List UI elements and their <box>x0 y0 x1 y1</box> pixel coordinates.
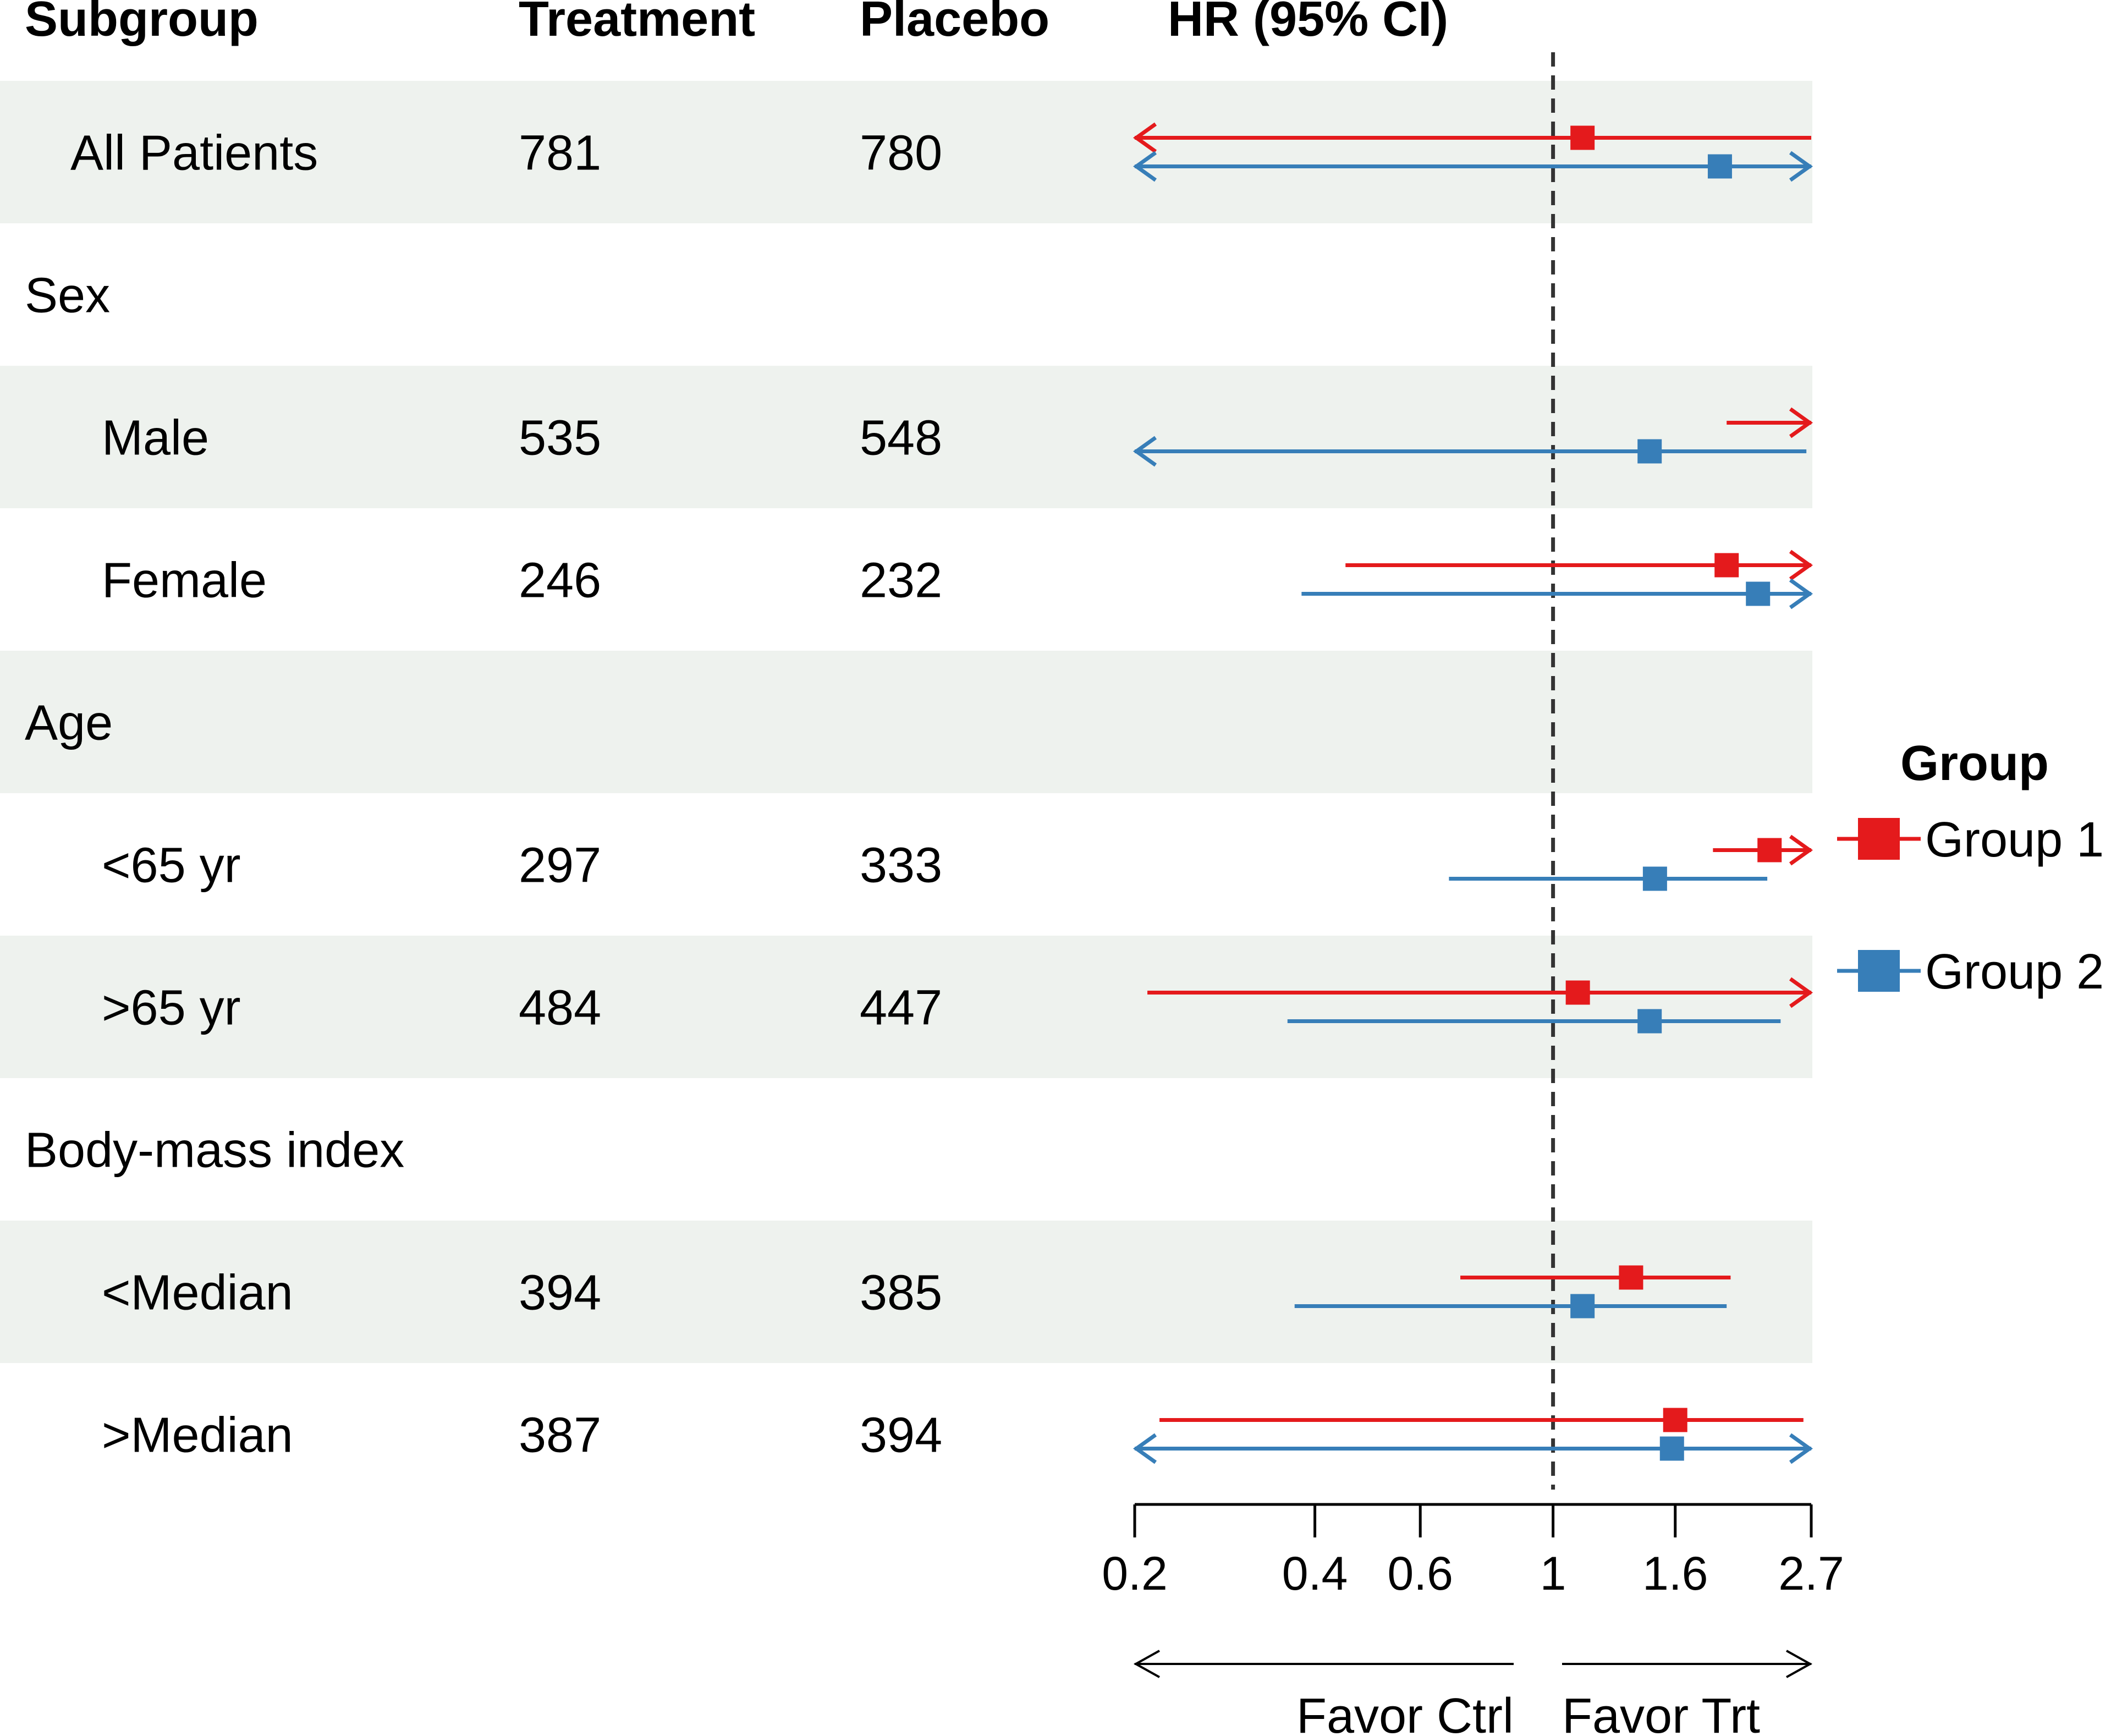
header-hr: HR (95% CI) <box>1168 0 1448 47</box>
point-estimate <box>1707 154 1732 179</box>
point-estimate <box>1565 980 1590 1005</box>
ci-group1 <box>1159 1408 1804 1432</box>
placebo-count: 447 <box>860 981 942 1036</box>
ci-arrow-left <box>1133 436 1157 467</box>
point-estimate <box>1714 553 1739 578</box>
legend-entry: Group 1 <box>1837 812 2104 867</box>
point-estimate <box>1570 1294 1595 1319</box>
ci-group2 <box>1301 578 1813 609</box>
row-bands <box>0 81 1812 1363</box>
row-band <box>0 651 1812 793</box>
legend-label: Group 2 <box>1925 944 2104 999</box>
placebo-count: 548 <box>860 411 942 466</box>
row-label: <65 yr <box>102 838 241 893</box>
row-label: Male <box>102 411 209 466</box>
row-label: Sex <box>25 268 110 323</box>
legend-label: Group 1 <box>1925 812 2104 867</box>
legend: Group Group 1 Group 2 <box>1837 736 2104 999</box>
ci-arrow-right <box>1789 1433 1813 1464</box>
ci-group1 <box>1727 407 1813 438</box>
placebo-count: 394 <box>860 1408 942 1463</box>
treatment-count: 246 <box>519 553 601 608</box>
ci-group1 <box>1460 1265 1731 1290</box>
legend-entries: Group 1 Group 2 <box>1837 812 2104 999</box>
row-band <box>0 1221 1812 1363</box>
favor-ctrl-arrowhead <box>1133 1650 1160 1678</box>
tick-label: 2.7 <box>1778 1547 1844 1600</box>
ci-arrow-left <box>1133 1433 1157 1464</box>
favor-trt-arrowhead <box>1786 1650 1813 1678</box>
ci-arrow-left <box>1133 151 1157 182</box>
row-band <box>0 366 1812 508</box>
tick-label: 0.2 <box>1102 1547 1168 1600</box>
row-label: <Median <box>102 1266 293 1321</box>
treatment-count: 387 <box>519 1408 601 1463</box>
point-estimate <box>1637 1009 1662 1034</box>
row-label: >Median <box>102 1408 293 1463</box>
treatment-count: 535 <box>519 411 601 466</box>
ci-group2 <box>1133 1433 1813 1464</box>
placebo-count: 385 <box>860 1266 942 1321</box>
legend-swatch <box>1858 818 1900 860</box>
ci-arrow-right <box>1789 550 1813 581</box>
treatment-count: 484 <box>519 981 601 1036</box>
ci-group1 <box>1345 550 1813 581</box>
header-treatment: Treatment <box>519 0 755 47</box>
ci-arrow-right <box>1789 834 1813 866</box>
row-label: Female <box>102 553 267 608</box>
ci-arrow-right <box>1789 578 1813 609</box>
row-label: Age <box>25 696 113 751</box>
treatment-count: 781 <box>519 126 601 181</box>
point-estimate <box>1663 1408 1687 1432</box>
favor-trt-label: Favor Trt <box>1562 1689 1760 1736</box>
header-placebo: Placebo <box>860 0 1049 47</box>
row-band <box>0 936 1812 1078</box>
row-labels: All Patients 781 780 Sex Male 535 548 Female 246… <box>25 126 942 1463</box>
point-estimate <box>1570 125 1595 150</box>
legend-swatch <box>1858 950 1900 992</box>
row-band <box>0 81 1812 223</box>
x-axis: 0.2 0.4 0.6 1 1.6 2.7 <box>1102 1503 1844 1600</box>
legend-title: Group <box>1900 736 2049 791</box>
placebo-count: 780 <box>860 126 942 181</box>
row-label: >65 yr <box>102 981 241 1036</box>
ci-group1 <box>1713 834 1813 866</box>
ci-group2 <box>1133 436 1807 467</box>
ci-group1 <box>1147 977 1813 1008</box>
favor-arrows: Favor Ctrl Favor Trt <box>1133 1650 1813 1736</box>
placebo-count: 333 <box>860 838 942 893</box>
treatment-count: 297 <box>519 838 601 893</box>
favor-ctrl-label: Favor Ctrl <box>1296 1689 1514 1736</box>
ci-group2 <box>1133 151 1813 182</box>
point-estimate <box>1619 1265 1643 1290</box>
legend-entry: Group 2 <box>1837 944 2104 999</box>
placebo-count: 232 <box>860 553 942 608</box>
ci-arrow-right <box>1789 977 1813 1008</box>
estimates <box>1133 122 1813 1464</box>
ci-group2 <box>1287 1009 1781 1034</box>
ci-group2 <box>1449 866 1768 891</box>
ci-group2 <box>1294 1294 1727 1319</box>
tick-label: 0.4 <box>1282 1547 1348 1600</box>
point-estimate <box>1637 439 1662 464</box>
ci-arrow-left <box>1133 122 1157 153</box>
row-label: Body-mass index <box>25 1123 404 1178</box>
tick-label: 1 <box>1540 1547 1566 1600</box>
point-estimate <box>1746 581 1771 606</box>
header-subgroup: Subgroup <box>25 0 259 47</box>
point-estimate <box>1757 838 1782 862</box>
ci-group1 <box>1133 122 1811 153</box>
treatment-count: 394 <box>519 1266 601 1321</box>
point-estimate <box>1659 1436 1684 1461</box>
row-label: All Patients <box>70 126 318 181</box>
point-estimate <box>1642 866 1667 891</box>
tick-label: 0.6 <box>1387 1547 1453 1600</box>
ci-arrow-right <box>1789 407 1813 438</box>
tick-label: 1.6 <box>1642 1547 1708 1600</box>
ci-arrow-right <box>1789 151 1813 182</box>
